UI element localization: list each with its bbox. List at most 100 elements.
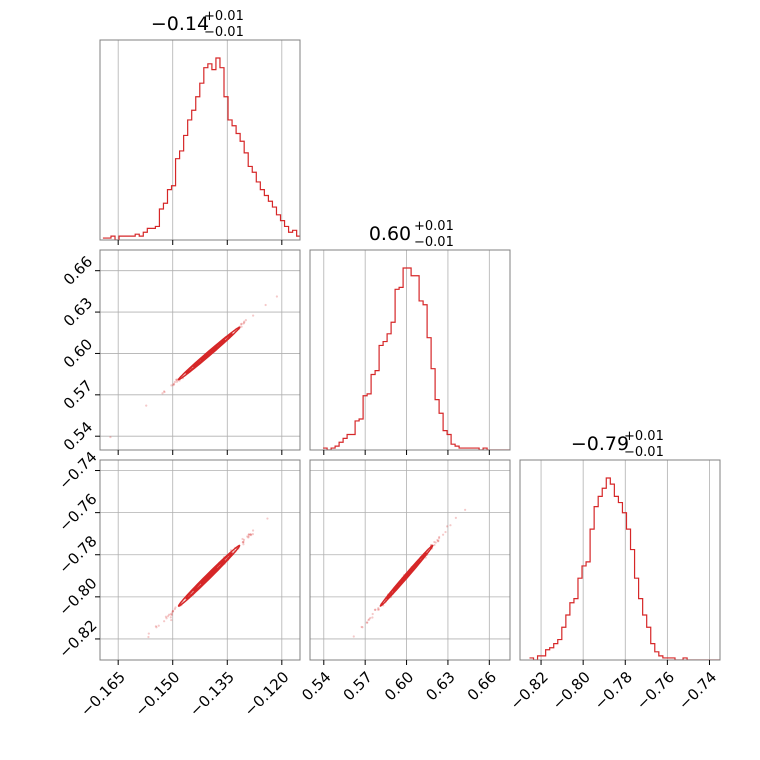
sample-point <box>163 390 166 394</box>
sample-point <box>243 321 246 324</box>
sample-point <box>171 610 174 614</box>
density-contour <box>177 544 241 607</box>
x-tick-label: −0.80 <box>549 668 594 713</box>
sample-point <box>167 613 171 616</box>
sample-point <box>374 608 377 611</box>
panel-0-0: −0.14+0.01−0.01 <box>99 9 301 245</box>
sample-point <box>173 380 176 384</box>
title-minus-1: −0.01 <box>414 235 454 250</box>
sample-point <box>175 378 178 382</box>
sample-point <box>368 618 371 621</box>
y-tick-label: 0.63 <box>60 294 96 330</box>
sample-point <box>377 606 380 610</box>
title-median-0: −0.14 <box>151 13 209 35</box>
sample-point <box>275 295 279 298</box>
axes-frame <box>519 459 721 661</box>
sample-point <box>241 541 244 544</box>
sample-point <box>109 435 112 439</box>
sample-point <box>249 534 253 537</box>
sample-point <box>172 382 175 385</box>
sample-point <box>247 533 250 536</box>
sample-point <box>436 540 440 543</box>
panel-2-1: 0.54 0.57 0.60 0.63 0.66 <box>298 459 511 704</box>
panel-1-0: 0.54 0.57 0.60 0.63 0.66 <box>60 249 301 455</box>
sample-point <box>242 538 246 542</box>
sample-point <box>173 607 176 611</box>
sample-point <box>371 612 374 616</box>
sample-point <box>369 616 372 620</box>
x-tick-label: 0.63 <box>422 668 458 704</box>
sample-point <box>242 541 245 544</box>
axes-frame <box>309 249 511 451</box>
sample-point <box>175 380 178 383</box>
title-minus-2: −0.01 <box>624 445 664 460</box>
x-tick-label: −0.74 <box>675 668 720 713</box>
y-tick-label: −0.80 <box>55 574 100 619</box>
sample-point <box>164 615 168 618</box>
sample-point <box>246 535 249 538</box>
sample-point <box>163 620 166 623</box>
sample-point <box>244 319 248 322</box>
sample-point <box>240 325 243 328</box>
sample-point <box>449 524 452 527</box>
sample-point <box>446 525 449 528</box>
panel-1-1: 0.60 +0.01−0.01 <box>309 219 511 455</box>
panel-2-0: −0.165 −0.150 −0.135 −0.120−0.82−0.80−0.78−… <box>55 448 301 720</box>
density-contour <box>177 326 241 381</box>
title-plus-0: +0.01 <box>204 9 244 24</box>
sample-point <box>145 404 148 407</box>
sample-point <box>166 615 170 618</box>
sample-point <box>242 322 245 325</box>
histogram-0 <box>102 57 300 240</box>
scatter-2-0 <box>147 517 269 639</box>
sample-point <box>252 314 255 317</box>
x-tick-label: −0.135 <box>186 668 238 720</box>
sample-point <box>454 516 457 519</box>
sample-point <box>251 533 254 536</box>
x-tick-label: −0.120 <box>241 668 293 720</box>
sample-point <box>365 621 369 624</box>
sample-point <box>170 612 173 615</box>
sample-point <box>434 541 437 544</box>
axes-frame <box>309 459 511 661</box>
axes-frame <box>99 249 301 451</box>
sample-point <box>361 626 364 629</box>
sample-point <box>371 616 374 619</box>
sample-point <box>247 536 250 539</box>
title-plus-1: +0.01 <box>414 219 454 234</box>
sample-point <box>247 535 250 538</box>
sample-point <box>437 539 440 542</box>
sample-point <box>437 537 441 540</box>
sample-point <box>366 621 369 624</box>
sample-point <box>169 613 172 616</box>
sample-point <box>240 323 243 326</box>
sample-point <box>249 533 252 536</box>
x-tick-label: 0.66 <box>464 668 500 704</box>
sample-point <box>170 613 173 616</box>
y-tick-label: 0.57 <box>60 377 96 413</box>
scatter-2-1 <box>352 508 467 638</box>
sample-point <box>249 533 252 536</box>
sample-point <box>367 618 370 622</box>
sample-point <box>147 635 150 639</box>
sample-point <box>147 632 150 635</box>
x-tick-label: −0.82 <box>507 668 552 713</box>
sample-point <box>155 626 158 629</box>
sample-point <box>251 529 255 532</box>
title-median-2: −0.79 <box>571 433 629 455</box>
sample-point <box>436 538 439 542</box>
sample-point <box>157 624 160 627</box>
sample-point <box>170 384 173 387</box>
sample-point <box>352 635 355 638</box>
sample-point <box>247 533 250 536</box>
sample-point <box>433 540 436 544</box>
sample-point <box>464 508 467 511</box>
x-tick-label: −0.165 <box>77 668 129 720</box>
y-tick-label: 0.54 <box>60 418 96 454</box>
x-tick-label: −0.78 <box>591 668 636 713</box>
title-median-1: 0.60 <box>369 223 411 245</box>
sample-point <box>172 383 176 386</box>
y-tick-label: −0.78 <box>55 532 100 577</box>
axes-frame <box>99 459 301 661</box>
